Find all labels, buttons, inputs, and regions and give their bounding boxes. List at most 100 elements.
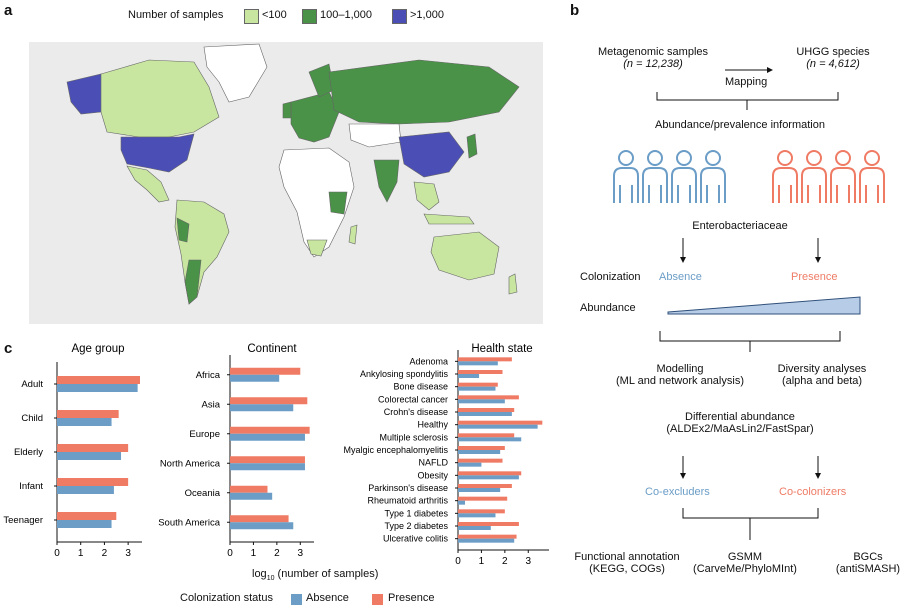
map-china — [398, 131, 465, 178]
functional-title: Functional annotation — [574, 551, 680, 563]
world-map — [29, 42, 543, 324]
chart-legend-absence: Absence — [306, 592, 349, 604]
map-legend-label-high: >1,000 — [410, 9, 444, 21]
map-russia — [328, 59, 520, 125]
bgcs-sub: (antiSMASH) — [835, 563, 901, 575]
bar-presence — [230, 485, 268, 493]
x-tick-label: 0 — [227, 548, 233, 559]
bar-presence — [458, 382, 498, 387]
x-label-prefix: log — [252, 568, 267, 580]
map-legend-swatch-high — [392, 9, 407, 24]
bracket-top — [656, 92, 839, 110]
x-tick-label: 2 — [274, 548, 280, 559]
bar-absence — [458, 399, 505, 404]
person-icon — [613, 150, 639, 203]
map-mexico — [126, 165, 170, 203]
presence-label: Presence — [791, 271, 838, 283]
person-icon — [830, 150, 856, 203]
bar-absence — [230, 374, 280, 382]
map-legend-label-mid: 100–1,000 — [320, 9, 372, 21]
person-icon — [772, 150, 798, 203]
map-australia — [430, 231, 500, 281]
diff-abundance-box: Differential abundance (ALDEx2/MaAsLin2/… — [640, 411, 840, 435]
map-japan — [466, 133, 478, 159]
bracket-mid — [659, 331, 841, 352]
species-box: UHGG species (n = 4,612) — [778, 46, 888, 70]
x-tick-label: 2 — [502, 556, 508, 567]
bar-presence — [57, 512, 117, 520]
bar-presence — [230, 397, 308, 405]
absence-people-icon — [613, 150, 726, 203]
x-tick-label: 1 — [78, 548, 84, 559]
x-tick-label: 0 — [54, 548, 60, 559]
person-icon — [801, 150, 827, 203]
bar-absence — [458, 450, 501, 454]
x-label-sub: 10 — [266, 575, 275, 583]
bar-presence — [230, 367, 301, 375]
map-legend-title: Number of samples — [128, 9, 224, 21]
category-label: Oceania — [185, 488, 221, 499]
samples-n: (n = 12,238) — [623, 58, 683, 70]
bar-presence — [458, 534, 517, 539]
person-icon — [859, 150, 885, 203]
chart-legend-presence: Presence — [388, 592, 435, 604]
category-label: Type 2 diabetes — [384, 521, 448, 531]
samples-title: Metagenomic samples — [597, 46, 709, 58]
bar-absence — [230, 492, 273, 500]
absence-label: Absence — [659, 271, 702, 283]
bar-presence — [458, 446, 505, 450]
modelling-box: Modelling (ML and network analysis) — [600, 363, 760, 387]
diversity-box: Diversity analyses (alpha and beta) — [762, 363, 882, 387]
bar-presence — [458, 471, 522, 476]
bar-absence — [458, 526, 491, 530]
category-label: Europe — [189, 429, 220, 440]
diversity-sub: (alpha and beta) — [781, 375, 863, 387]
gsmm-box: GSMM (CarveMe/PhyloMInt) — [690, 551, 800, 575]
chart-x-axis-label: log10 (number of samples) — [252, 568, 378, 582]
category-label: Multiple sclerosis — [379, 432, 448, 442]
gsmm-title: GSMM — [727, 551, 763, 563]
bar-presence — [458, 370, 503, 374]
map-madagascar — [348, 224, 358, 245]
bgcs-title: BGCs — [853, 551, 883, 563]
bar-absence — [57, 520, 112, 528]
co-excluders-label: Co-excluders — [645, 486, 710, 498]
bar-absence — [230, 404, 294, 412]
bar-absence — [458, 500, 466, 505]
category-label: Crohn's disease — [384, 407, 448, 417]
x-tick-label: 2 — [102, 548, 108, 559]
category-label: Type 1 diabetes — [384, 508, 448, 518]
chart-1: Continent 0 1 2 3 Africa Asia Europe North Ameri… — [158, 343, 314, 559]
x-tick-label: 0 — [455, 556, 461, 567]
category-label: NAFLD — [418, 458, 448, 468]
bar-presence — [458, 522, 519, 526]
person-icon — [700, 150, 726, 203]
bar-absence — [458, 374, 480, 378]
modelling-sub: (ML and network analysis) — [616, 375, 744, 387]
category-label: South America — [158, 517, 220, 528]
map-new-zealand — [508, 273, 518, 295]
category-label: Ankylosing spondylitis — [360, 369, 449, 379]
co-colonizers-label: Co-colonizers — [779, 486, 847, 498]
map-greenland — [203, 43, 268, 103]
map-legend-label-low: <100 — [262, 9, 287, 21]
person-icon — [642, 150, 668, 203]
diff-abundance-tools: (ALDEx2/MaAsLin2/FastSpar) — [666, 423, 814, 435]
bar-absence — [57, 384, 138, 392]
bar-presence — [458, 395, 519, 400]
bar-absence — [230, 522, 294, 530]
bar-absence — [458, 475, 519, 480]
bar-presence — [230, 456, 305, 464]
bar-absence — [230, 433, 305, 441]
category-label: Adult — [21, 379, 43, 390]
map-india — [373, 159, 400, 203]
category-label: North America — [160, 458, 221, 469]
map-east-africa — [328, 191, 348, 215]
flowchart-lines — [613, 67, 885, 540]
category-label: Teenager — [3, 515, 43, 526]
species-title: UHGG species — [796, 46, 870, 58]
map-uk — [282, 101, 292, 119]
mapping-label: Mapping — [725, 76, 768, 88]
bar-absence — [458, 424, 538, 429]
modelling-title: Modelling — [656, 363, 704, 375]
